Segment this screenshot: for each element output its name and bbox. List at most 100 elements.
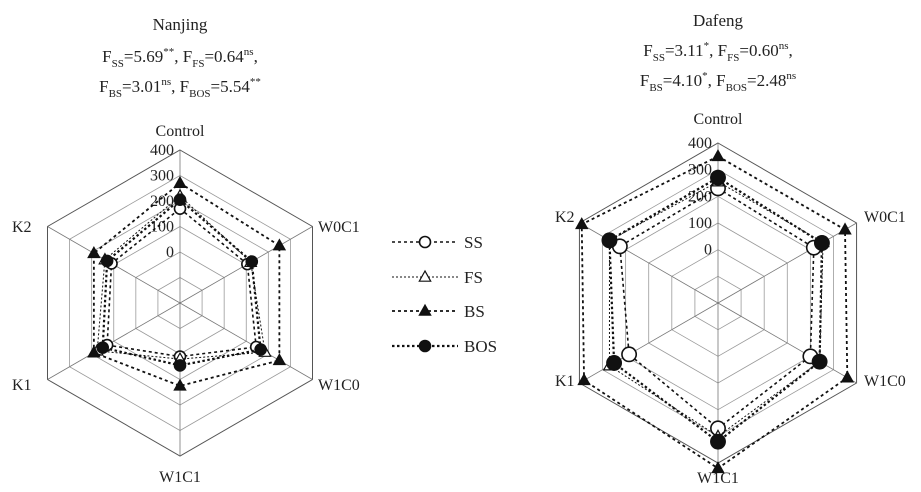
stat-symbol: F [718,41,727,60]
stat-symbol: F [180,77,189,96]
stats-line: FSS=3.11*, FFS=0.60ns, [643,40,793,64]
stat-part: ** [250,76,261,88]
legend-label-fs: FS [464,268,483,287]
stat-symbol: F [102,47,111,66]
grid-spoke [717,302,857,384]
stat-part: FS [192,58,204,70]
stat-part: SS [112,58,124,70]
stat-part: =5.69 [124,47,163,66]
axis-label-control: Control [156,123,205,140]
series-point-bos [606,355,623,371]
series-point-bos [173,359,187,372]
stat-symbol: F [643,41,652,60]
grid-spoke [717,222,857,304]
axis-label-k1: K1 [12,377,32,394]
axis-label-w0c1: W0C1 [864,209,906,226]
stat-part: BS [649,82,662,94]
stat-part: BS [109,88,122,100]
series-point-bs [87,246,101,259]
stat-separator: , [254,47,258,66]
tick-label: 0 [166,244,174,261]
series-point-bos [254,343,267,356]
stat-part: =0.64 [204,47,244,66]
legend-marker-bos [418,339,432,353]
legend-label-bs: BS [464,302,485,321]
series-point-bos [811,353,828,370]
series-point-bos [813,235,830,251]
stat-separator: , [709,41,718,60]
stat-part: =2.48 [747,71,786,90]
stat-part: ns [161,76,171,88]
stat-part: =0.60 [739,41,778,60]
chart-title: Dafeng [693,11,744,30]
series-point-bos [601,232,618,249]
axis-label-w1c0: W1C0 [864,373,906,390]
legend-marker-bs [418,303,432,316]
chart-title: Nanjing [153,15,208,34]
series-point-bs [575,217,589,230]
axis-label-w1c1: W1C1 [697,470,739,487]
tick-label: 300 [688,162,712,179]
series-point-bs [711,461,725,474]
stat-part: * [704,40,710,52]
stat-part: FS [727,52,739,64]
stat-part: =4.10 [663,71,702,90]
stat-part: ns [779,40,789,52]
series-point-ss [621,346,638,363]
stat-symbol: F [640,71,649,90]
grid-spoke [47,302,181,380]
series-line-fs [96,195,266,360]
stat-separator: , [171,77,180,96]
series-point-bs [87,345,101,358]
series-point-bs [838,222,852,235]
stat-separator: , [789,41,793,60]
series-point-bs [577,373,591,386]
legend-label-bos: BOS [464,337,497,356]
stat-part: ** [163,46,174,58]
stats-line: FBS=4.10*, FBOS=2.48ns [640,70,796,94]
stat-part: =3.01 [122,77,161,96]
series-point-bs [272,353,287,366]
stats-line: FBS=3.01ns, FBOS=5.54** [99,76,261,100]
stat-separator: , [174,47,183,66]
axis-label-control: Control [694,111,743,128]
legend-label-ss: SS [464,233,483,252]
series-point-bos [96,341,110,354]
series-line-fs [608,181,824,437]
series-point-bos [245,255,259,268]
axis-label-k2: K2 [555,209,575,226]
stat-part: =3.11 [665,41,704,60]
series-point-bs [173,175,187,188]
grid-spoke [579,302,719,384]
stat-symbol: F [716,71,725,90]
series-point-bos [710,169,726,186]
tick-label: 100 [150,219,174,236]
stat-part: BOS [726,82,747,94]
stat-symbol: F [99,77,108,96]
axis-label-w0c1: W0C1 [318,219,360,236]
stat-part: * [702,70,708,82]
axis-label-k2: K2 [12,219,32,236]
series-point-bos [100,254,114,268]
grid-spoke [179,302,313,380]
axis-label-k1: K1 [555,373,575,390]
series-point-bos [710,433,726,450]
legend: SS FS BS BOS [392,233,497,356]
tick-label: 400 [688,135,712,152]
tick-label: 0 [704,242,712,259]
axis-label-w1c0: W1C0 [318,377,360,394]
legend-marker-fs [418,269,432,282]
tick-label: 400 [150,142,174,159]
series-point-bs [711,149,725,162]
stats-line: FSS=5.69**, FFS=0.64ns, [102,46,258,70]
series-line-bos [101,198,262,367]
grid-spoke [579,222,719,304]
legend-marker-ss [418,235,432,249]
tick-label: 200 [150,193,174,210]
series-point-bs [272,238,287,251]
stat-part: ns [786,70,796,82]
stat-separator: , [708,71,717,90]
